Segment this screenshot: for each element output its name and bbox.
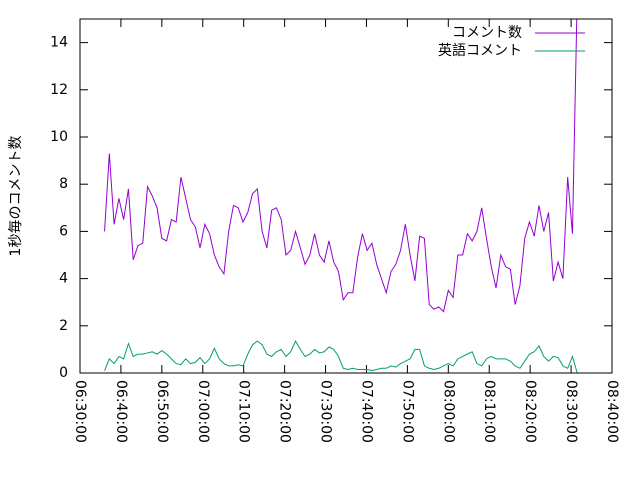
x-tick-label: 06:40:00 <box>113 380 129 443</box>
legend-label: 英語コメント <box>438 42 522 59</box>
plot-border <box>79 18 613 374</box>
y-tick-label: 4 <box>59 271 68 287</box>
x-tick-label: 06:30:00 <box>72 380 88 443</box>
y-tick-label: 2 <box>59 318 68 334</box>
y-tick-label: 8 <box>59 176 68 192</box>
x-tick-label: 08:40:00 <box>604 380 620 443</box>
y-tick-label: 14 <box>50 35 68 51</box>
x-tick-label: 07:30:00 <box>318 380 334 443</box>
legend-label: コメント数 <box>452 25 522 41</box>
y-tick-label: 12 <box>50 82 68 98</box>
series-line <box>104 340 578 373</box>
y-tick-label: 0 <box>59 365 68 381</box>
x-tick-label: 06:50:00 <box>154 380 170 443</box>
y-axis-label: 1秒毎のコメント数 <box>8 136 24 257</box>
x-tick-label: 08:20:00 <box>522 380 538 443</box>
x-tick-label: 08:00:00 <box>440 380 456 443</box>
x-tick-label: 07:50:00 <box>399 380 415 443</box>
x-tick-label: 07:40:00 <box>358 380 374 443</box>
x-tick-label: 07:10:00 <box>236 380 252 443</box>
y-tick-label: 6 <box>59 223 68 239</box>
x-tick-label: 07:20:00 <box>277 380 293 443</box>
x-tick-label: 07:00:00 <box>195 380 211 443</box>
series-line <box>104 19 578 313</box>
x-tick-label: 08:30:00 <box>563 380 579 443</box>
y-tick-label: 10 <box>50 129 68 145</box>
x-tick-label: 08:10:00 <box>481 380 497 443</box>
